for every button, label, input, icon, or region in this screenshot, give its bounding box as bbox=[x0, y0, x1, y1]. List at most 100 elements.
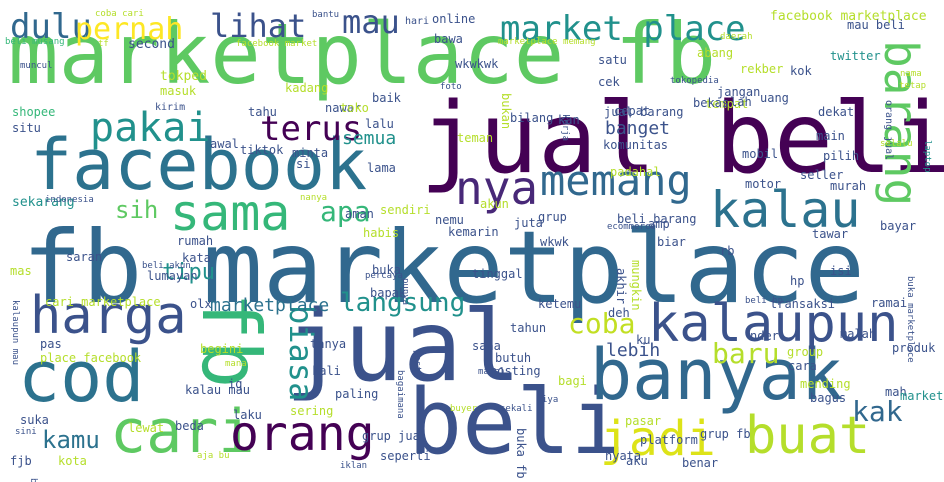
cloud-word: iya bbox=[542, 395, 559, 405]
cloud-word: semua bbox=[342, 128, 397, 149]
cloud-word: daerah bbox=[720, 32, 753, 42]
cloud-word: fb marketplace bbox=[22, 209, 865, 326]
cloud-word: sama bbox=[170, 184, 291, 242]
cloud-word: jual bbox=[285, 290, 522, 404]
cloud-word: minta bbox=[292, 146, 329, 160]
cloud-word: akhir bbox=[614, 268, 628, 305]
cloud-word: grup jual bbox=[362, 429, 428, 443]
cloud-word: beli barang bbox=[617, 212, 697, 226]
cloud-word: nama bbox=[900, 69, 922, 79]
cloud-word: lama bbox=[367, 161, 396, 175]
cloud-word: cek bbox=[598, 75, 620, 89]
cloud-word: rekber bbox=[740, 62, 784, 76]
cloud-word: kan bbox=[558, 113, 580, 127]
cloud-word: bagus bbox=[810, 391, 847, 405]
cloud-word: fb bbox=[184, 292, 277, 389]
cloud-word: ecommerce bbox=[607, 222, 656, 232]
cloud-word: lah bbox=[730, 95, 752, 109]
cloud-word: bantu bbox=[312, 10, 340, 20]
cloud-word: deh bbox=[608, 306, 630, 320]
cloud-word: kalaupun bbox=[648, 294, 899, 354]
cloud-word: foto bbox=[440, 82, 462, 92]
cloud-word: jadi bbox=[600, 411, 716, 467]
cloud-word: shopee bbox=[12, 105, 56, 119]
cloud-word: kalau mau bbox=[185, 383, 251, 397]
cloud-word: twitter bbox=[830, 49, 881, 63]
cloud-word: kalaupun mau bbox=[10, 300, 20, 366]
cloud-word: apa bbox=[320, 195, 371, 228]
cloud-word: dulu bbox=[10, 7, 92, 47]
cloud-word: marketplace facebook bbox=[900, 389, 944, 403]
cloud-word: transaksi bbox=[770, 297, 836, 311]
cloud-word: orang bbox=[230, 406, 375, 462]
cloud-word: si bbox=[296, 157, 311, 171]
cloud-word: muncul bbox=[20, 61, 53, 71]
cloud-word: teman bbox=[457, 131, 494, 145]
cloud-word: punya bbox=[400, 278, 410, 306]
cloud-word: tinggal bbox=[472, 267, 523, 281]
cloud-word: sini bbox=[15, 427, 37, 437]
cloud-word: facebook marketplace bbox=[770, 9, 927, 24]
cloud-word: tawar bbox=[812, 227, 849, 241]
cloud-word: benar bbox=[682, 456, 719, 470]
cloud-word: mungkin bbox=[629, 260, 643, 311]
cloud-word: lihat bbox=[210, 7, 307, 45]
cloud-word: beli hp bbox=[745, 296, 783, 306]
cloud-word: kak bbox=[852, 395, 903, 428]
cloud-word: awal bbox=[210, 137, 239, 151]
cloud-word: bikin bbox=[28, 478, 38, 482]
cloud-word: marketplace bbox=[210, 295, 330, 316]
cloud-word: toko bbox=[340, 101, 369, 115]
cloud-word: main bbox=[816, 129, 845, 143]
cloud-word: harga bbox=[30, 286, 187, 346]
cloud-word: mas bbox=[10, 264, 32, 278]
cloud-word: pilih bbox=[823, 149, 860, 163]
cloud-word: indonesia bbox=[45, 195, 94, 205]
cloud-word: pakai bbox=[90, 105, 211, 151]
cloud-word: fjb bbox=[10, 454, 32, 468]
cloud-word: tiktok bbox=[240, 143, 284, 157]
cloud-word: lewat bbox=[128, 421, 165, 435]
cloud-word: mau bbox=[342, 3, 400, 41]
cloud-word: kok bbox=[790, 64, 812, 78]
cloud-word: grup fb bbox=[700, 427, 751, 441]
cloud-word: wkwk bbox=[540, 235, 569, 249]
cloud-word: mending bbox=[800, 377, 851, 391]
cloud-word: rumah bbox=[177, 234, 214, 248]
cloud-word: lumayan bbox=[147, 269, 198, 283]
cloud-word: lebih bbox=[606, 340, 661, 361]
cloud-word: nanya bbox=[300, 193, 328, 203]
cloud-word: hp bbox=[790, 274, 805, 288]
cloud-word: laptop bbox=[922, 140, 932, 173]
cloud-word: juta bbox=[514, 216, 543, 230]
cloud-word: orang jual bbox=[883, 100, 894, 161]
cloud-word: cari marketplace bbox=[45, 295, 161, 309]
cloud-word: saran bbox=[66, 250, 103, 264]
cloud-word: mana bbox=[225, 359, 247, 369]
cloud-word: pasar bbox=[625, 414, 662, 428]
cloud-word: buka bbox=[372, 263, 401, 277]
cloud-word: wkwkwk bbox=[455, 57, 499, 71]
cloud-word: habis bbox=[363, 226, 400, 240]
cloud-word: sendiri bbox=[380, 203, 431, 217]
cloud-word: post bbox=[412, 350, 422, 372]
cloud-word: bayar bbox=[880, 219, 917, 233]
cloud-word: komunitas bbox=[603, 138, 669, 152]
cloud-word: dekat bbox=[818, 105, 855, 119]
cloud-word: second bbox=[128, 37, 175, 52]
cloud-word: suka bbox=[20, 413, 49, 427]
cloud-word: kali bbox=[312, 364, 341, 378]
cloud-word: tanya bbox=[310, 337, 347, 351]
cloud-word: nemu bbox=[435, 213, 464, 227]
cloud-word: jual barang bbox=[604, 105, 684, 119]
cloud-word: begini bbox=[200, 342, 244, 356]
cloud-word: tahu bbox=[248, 105, 277, 119]
cloud-word: tokped bbox=[160, 69, 207, 84]
cloud-word: bilang bbox=[510, 111, 554, 125]
cloud-word: uang bbox=[760, 91, 789, 105]
cloud-word: ramai bbox=[871, 296, 908, 310]
cloud-word: buka marketplace bbox=[905, 276, 915, 363]
cloud-word: ketemu bbox=[538, 297, 582, 311]
cloud-word: biar bbox=[657, 235, 686, 249]
cloud-word: aku bbox=[626, 454, 648, 468]
